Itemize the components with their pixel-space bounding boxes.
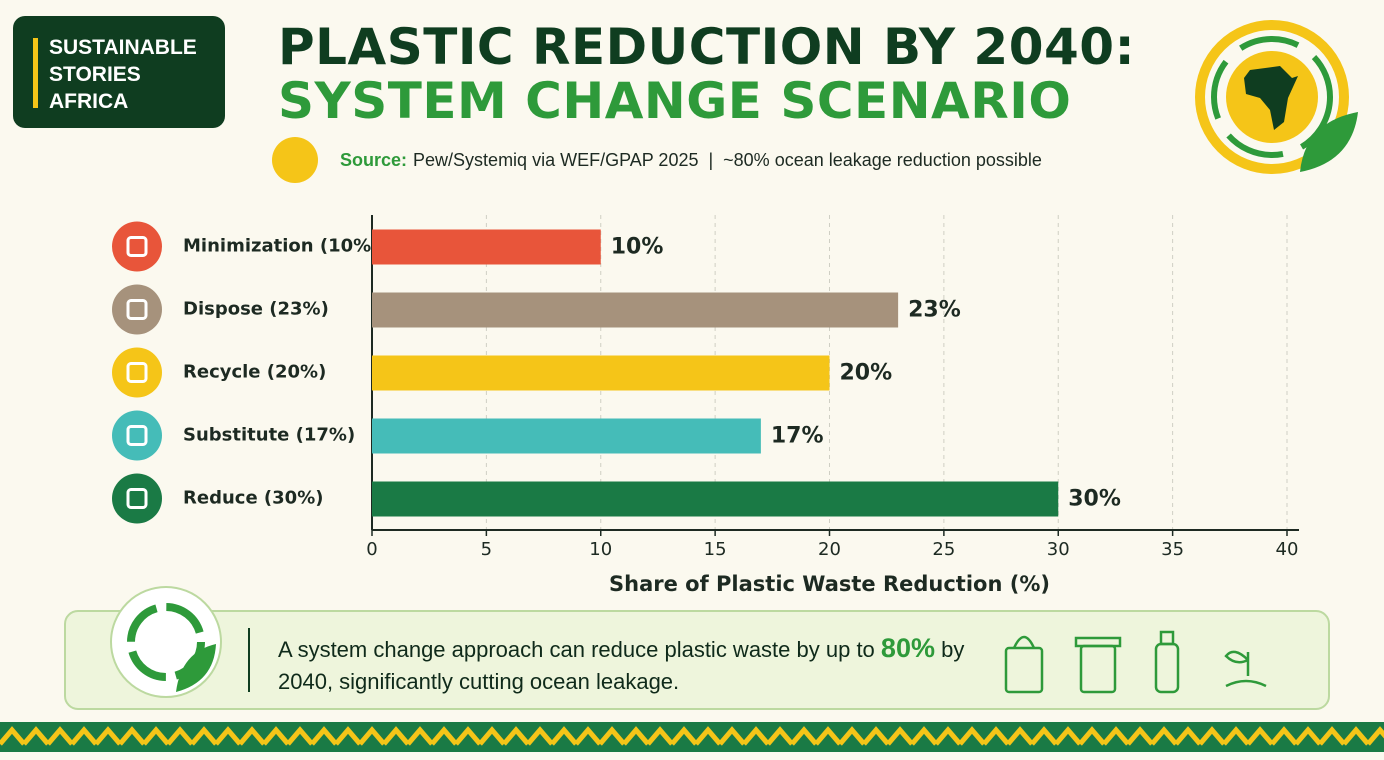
decorative-stripe — [0, 722, 1384, 752]
x-tick-label: 0 — [366, 539, 377, 560]
category-icon — [112, 221, 162, 272]
footer-text: A system change approach can reduce plas… — [278, 632, 968, 698]
value-label: 10% — [611, 235, 664, 260]
x-tick-label: 15 — [704, 539, 727, 560]
bar — [372, 355, 830, 391]
value-label: 30% — [1068, 487, 1121, 512]
logo-accent — [33, 38, 38, 108]
category-icon-glyph — [126, 488, 148, 509]
logo-line: AFRICA — [49, 90, 129, 113]
category-icon-glyph — [126, 236, 148, 257]
logo: SUSTAINABLE STORIES AFRICA — [13, 16, 225, 128]
footer-highlight: 80% — [880, 633, 935, 663]
x-tick-label: 40 — [1276, 539, 1299, 560]
category-label: Dispose (23%) — [183, 299, 329, 320]
footer-icons — [1004, 630, 1267, 694]
bar — [372, 292, 899, 328]
africa-emblem — [1195, 20, 1358, 174]
value-label: 20% — [840, 361, 893, 386]
category-label: Recycle (20%) — [183, 362, 326, 383]
x-tick-label: 20 — [818, 539, 841, 560]
source-text: Pew/Systemiq via WEF/GPAP 2025 | ~80% oc… — [413, 149, 1042, 170]
category-label: Substitute (17%) — [183, 425, 355, 446]
source-icon — [272, 137, 318, 183]
bar — [372, 481, 1059, 517]
category-icon — [112, 410, 162, 461]
logo-line: STORIES — [49, 63, 141, 86]
category-icon — [112, 284, 162, 335]
x-tick-label: 30 — [1047, 539, 1070, 560]
chart: 0 5 10 15 20 25 30 35 40 Share of Plastic Waste R… — [112, 215, 1299, 596]
footer-box: A system change approach can reduce plas… — [64, 586, 1330, 710]
footer-separator — [248, 628, 250, 692]
category-label: Minimization (10%) — [183, 236, 379, 257]
source-row: Source: Pew/Systemiq via WEF/GPAP 2025 |… — [272, 137, 1042, 183]
x-tick-label: 5 — [481, 539, 492, 560]
source-label: Source: — [340, 149, 408, 170]
footer-text-part: by 2040, significantly cutting ocean lea… — [278, 637, 965, 694]
bar — [372, 229, 601, 265]
value-label: 23% — [908, 298, 961, 323]
logo-line: SUSTAINABLE — [49, 36, 197, 59]
x-tick-label: 10 — [589, 539, 612, 560]
bar — [372, 418, 761, 454]
title-line: PLASTIC REDUCTION BY 2040: — [278, 18, 1136, 76]
category-label: Reduce (30%) — [183, 488, 323, 509]
x-tick-label: 25 — [932, 539, 955, 560]
value-label: 17% — [771, 424, 824, 449]
x-axis-label: Share of Plastic Waste Reduction (%) — [609, 572, 1050, 596]
logo-text: SUSTAINABLE STORIES AFRICA — [49, 34, 197, 115]
category-icon-glyph — [126, 299, 148, 320]
category-icon — [112, 473, 162, 524]
footer-text-part: A system change approach can reduce plas… — [278, 637, 875, 662]
category-icon-glyph — [126, 425, 148, 446]
title-line: SYSTEM CHANGE SCENARIO — [278, 72, 1072, 130]
recycle-emblem — [110, 586, 222, 698]
category-icon-glyph — [126, 362, 148, 383]
x-tick-label: 35 — [1161, 539, 1184, 560]
category-icon — [112, 347, 162, 398]
